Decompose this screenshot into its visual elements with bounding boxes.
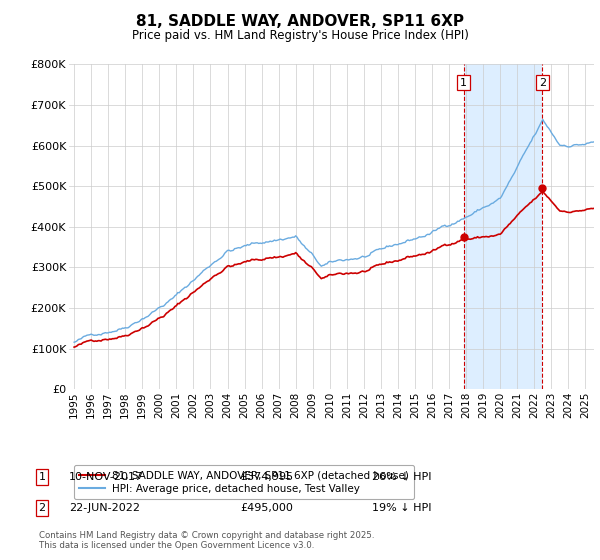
Text: 81, SADDLE WAY, ANDOVER, SP11 6XP: 81, SADDLE WAY, ANDOVER, SP11 6XP — [136, 14, 464, 29]
Text: 2: 2 — [539, 78, 546, 88]
Text: 2: 2 — [38, 503, 46, 513]
Text: 1: 1 — [460, 78, 467, 88]
Text: 1: 1 — [38, 472, 46, 482]
Text: 22-JUN-2022: 22-JUN-2022 — [69, 503, 140, 513]
Text: 19% ↓ HPI: 19% ↓ HPI — [372, 503, 431, 513]
Text: £495,000: £495,000 — [240, 503, 293, 513]
Text: 10-NOV-2017: 10-NOV-2017 — [69, 472, 143, 482]
Text: 26% ↓ HPI: 26% ↓ HPI — [372, 472, 431, 482]
Legend: 81, SADDLE WAY, ANDOVER, SP11 6XP (detached house), HPI: Average price, detached: 81, SADDLE WAY, ANDOVER, SP11 6XP (detac… — [74, 465, 414, 500]
Bar — [464, 64, 542, 389]
Text: Contains HM Land Registry data © Crown copyright and database right 2025.
This d: Contains HM Land Registry data © Crown c… — [39, 530, 374, 550]
Text: Price paid vs. HM Land Registry's House Price Index (HPI): Price paid vs. HM Land Registry's House … — [131, 29, 469, 42]
Text: £374,995: £374,995 — [240, 472, 293, 482]
